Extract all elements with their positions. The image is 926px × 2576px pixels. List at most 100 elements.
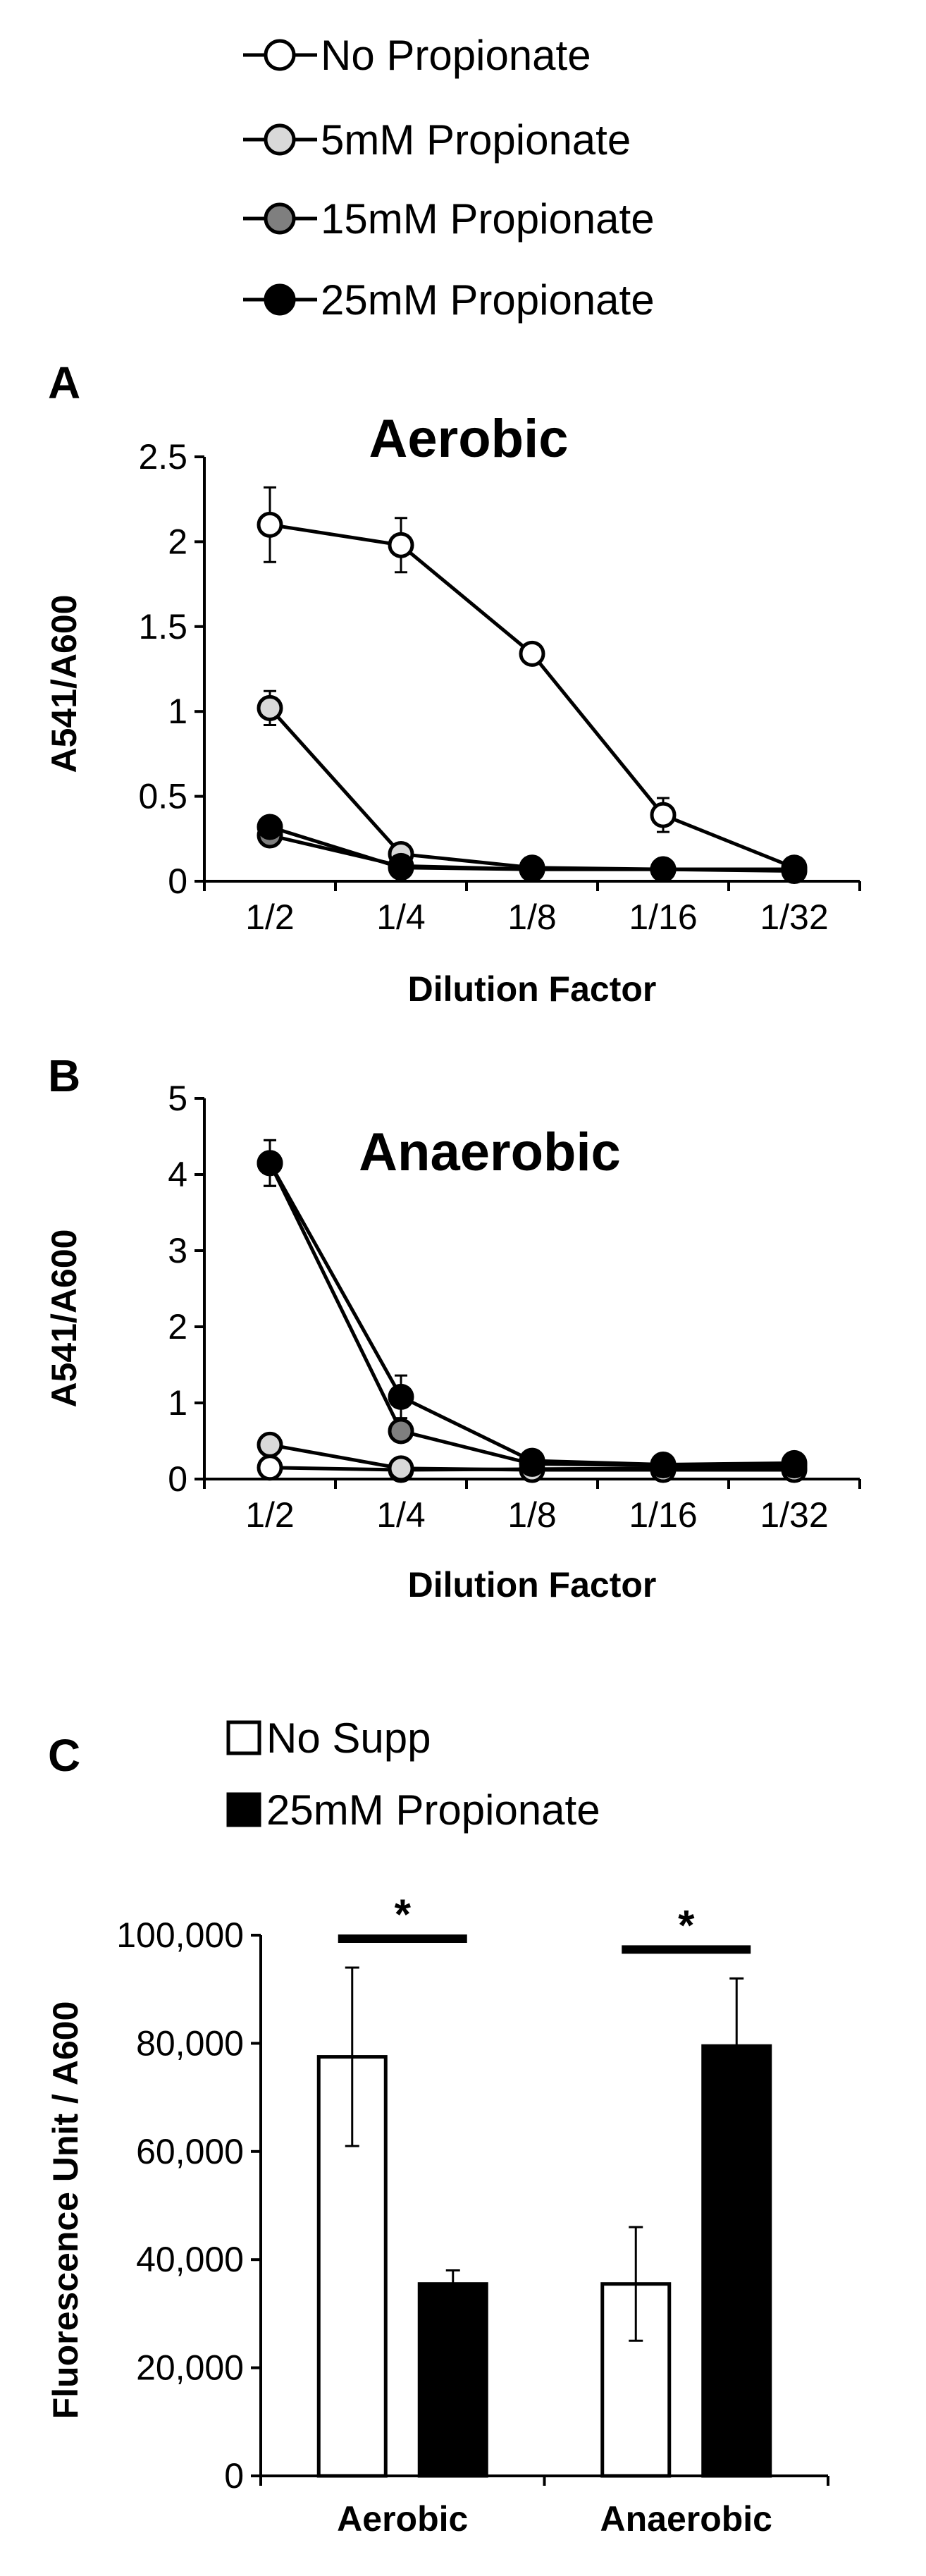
- y-axis-label-a: A541/A600: [44, 595, 84, 773]
- series-line-15mm-propionate: [268, 1162, 794, 1468]
- y-tick-label: 0.5: [138, 777, 187, 816]
- y-tick-label: 1.5: [138, 607, 187, 646]
- x-tick-label: 1/4: [376, 1495, 426, 1535]
- y-tick-label: 100,000: [116, 1915, 244, 1955]
- y-tick-label: 20,000: [136, 2348, 244, 2388]
- panel-letter-a: A: [48, 357, 80, 408]
- legend-label-15mm-propionate: 15mM Propionate: [321, 195, 655, 243]
- data-point-25mm-propionate: [781, 856, 808, 883]
- series-line-5mm-propionate: [268, 706, 795, 873]
- error-bars-c: [345, 1966, 744, 2342]
- data-point-25mm-propionate: [650, 856, 677, 883]
- error-bars-a: [264, 486, 801, 874]
- bar-legend: No Supp 25mM Propionate: [226, 1715, 600, 1834]
- chart-title-aerobic: Aerobic: [369, 409, 569, 469]
- y-tick-label: 40,000: [136, 2240, 244, 2279]
- x-tick-label: 1/8: [507, 897, 557, 937]
- significance-star: *: [395, 1891, 412, 1938]
- panel-a-aerobic-chart: A Aerobic A541/A600 Dilution Factor 0 0.5…: [44, 357, 861, 1009]
- y-tick-label: 2: [168, 1307, 187, 1347]
- legend-swatch-no-supp: [226, 1720, 261, 1755]
- y-tick-label: 80,000: [136, 2023, 244, 2063]
- x-axis-c: Aerobic Anaerobic: [259, 2474, 829, 2539]
- x-tick-label: 1/32: [760, 897, 828, 937]
- error-bar-aerobic-25mm-propionate: [445, 2269, 460, 2299]
- data-point-25mm-propionate: [650, 1451, 677, 1478]
- series-lines-b: [268, 1162, 795, 1472]
- data-point-5mm-propionate: [257, 1431, 283, 1458]
- series-markers-b: [257, 1150, 808, 1483]
- legend-entry-15mm-propionate: 15mM Propionate: [243, 195, 655, 243]
- data-point-no-propionate: [388, 532, 414, 558]
- y-tick-label: 2: [168, 522, 187, 561]
- line-legend: No Propionate 5mM Propionate 15mM Propio…: [243, 32, 655, 324]
- data-point-25mm-propionate: [257, 814, 283, 840]
- y-axis-label-c: Fluorescence Unit / A600: [46, 2001, 85, 2419]
- x-tick-label: 1/32: [760, 1495, 828, 1535]
- y-tick-label: 2.5: [138, 437, 187, 477]
- y-axis-c: 0 20,000 40,000 60,000 80,000 100,000: [116, 1915, 262, 2496]
- x-tick-label-aerobic: Aerobic: [337, 2499, 468, 2539]
- bars-c: [316, 2044, 772, 2478]
- legend-label-no-propionate: No Propionate: [321, 32, 591, 79]
- y-tick-label: 1: [168, 1383, 187, 1423]
- bar-aerobic-25mm-propionate: [417, 2282, 488, 2478]
- data-point-25mm-propionate: [388, 854, 414, 881]
- data-point-25mm-propionate: [519, 1447, 545, 1474]
- chart-title-anaerobic: Anaerobic: [359, 1122, 621, 1182]
- legend-swatch-25mm-propionate: [226, 1792, 261, 1827]
- panel-b-anaerobic-chart: B Anaerobic A541/A600 Dilution Factor 0 1…: [44, 1050, 861, 1605]
- legend-marker-25mm-propionate: [264, 283, 296, 316]
- x-axis-b: 1/2 1/4 1/8 1/16 1/32: [203, 1478, 861, 1535]
- y-tick-label: 4: [168, 1155, 187, 1194]
- legend-entry-no-propionate: No Propionate: [243, 32, 591, 79]
- series-line-no-propionate: [269, 522, 795, 870]
- x-tick-label: 1/16: [629, 1495, 697, 1535]
- legend-entry-25mm-propionate: 25mM Propionate: [243, 276, 655, 324]
- data-point-25mm-propionate: [388, 1383, 414, 1410]
- error-bar-anaerobic-no-supp: [629, 2226, 643, 2342]
- legend-label-25mm-propionate: 25mM Propionate: [321, 276, 655, 324]
- data-point-no-propionate: [650, 802, 677, 828]
- y-tick-label: 0: [168, 861, 187, 901]
- bar-anaerobic-25mm-propionate: [701, 2044, 772, 2478]
- legend-entry-5mm-propionate: 5mM Propionate: [243, 116, 631, 164]
- data-point-25mm-propionate: [519, 856, 545, 883]
- data-point-no-propionate: [257, 511, 283, 538]
- legend-marker-no-propionate: [264, 39, 296, 71]
- x-axis-label-b: Dilution Factor: [408, 1565, 657, 1605]
- data-point-5mm-propionate: [388, 1455, 414, 1482]
- y-tick-label: 0: [168, 1459, 187, 1499]
- legend-entry-25mm-propionate-bar: 25mM Propionate: [226, 1786, 600, 1834]
- legend-label-25mm-propionate-bar: 25mM Propionate: [266, 1786, 600, 1834]
- legend-marker-15mm-propionate: [264, 202, 296, 235]
- x-tick-label-anaerobic: Anaerobic: [600, 2499, 772, 2539]
- x-tick-label: 1/2: [245, 1495, 295, 1535]
- y-tick-label: 1: [168, 692, 187, 731]
- x-axis-label-a: Dilution Factor: [408, 969, 657, 1009]
- y-tick-label: 0: [224, 2456, 244, 2496]
- x-tick-label: 1/4: [376, 897, 426, 937]
- data-point-no-propionate: [519, 640, 545, 667]
- series-line-25mm-propionate: [268, 1162, 795, 1466]
- x-tick-label: 1/2: [245, 897, 295, 937]
- y-tick-label: 3: [168, 1231, 187, 1270]
- data-point-25mm-propionate: [781, 1449, 808, 1476]
- legend-entry-no-supp: No Supp: [226, 1715, 431, 1762]
- x-tick-label: 1/16: [629, 897, 697, 937]
- y-axis-label-b: A541/A600: [44, 1229, 84, 1408]
- legend-label-no-supp: No Supp: [266, 1715, 431, 1762]
- panel-letter-c: C: [48, 1730, 80, 1781]
- series-lines-a: [268, 522, 795, 873]
- significance-star: *: [678, 1901, 695, 1949]
- y-tick-label: 5: [168, 1079, 187, 1118]
- data-point-5mm-propionate: [257, 694, 283, 721]
- error-bar-anaerobic-25mm-propionate: [729, 1977, 744, 2115]
- panel-letter-b: B: [48, 1050, 80, 1101]
- y-axis-b: 0 1 2 3 4 5: [168, 1079, 206, 1499]
- data-point-no-propionate: [257, 1454, 283, 1481]
- legend-label-5mm-propionate: 5mM Propionate: [321, 116, 631, 164]
- data-point-25mm-propionate: [257, 1150, 283, 1177]
- data-point-15mm-propionate: [388, 1418, 414, 1445]
